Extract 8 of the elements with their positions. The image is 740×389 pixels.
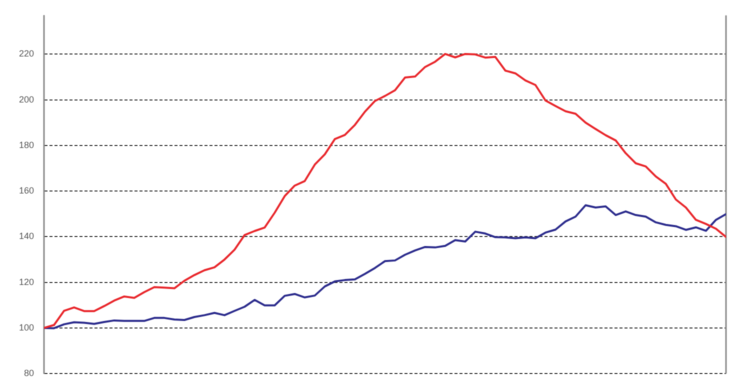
y-tick-label: 160 <box>18 186 34 196</box>
y-tick-label: 220 <box>18 48 34 59</box>
y-tick-label: 180 <box>18 140 34 150</box>
y-tick-label: 140 <box>18 231 34 242</box>
y-tick-label: 80 <box>24 368 34 378</box>
y-tick-label: 200 <box>18 94 34 104</box>
y-tick-label: 120 <box>18 276 34 287</box>
y-tick-label: 100 <box>18 322 34 332</box>
